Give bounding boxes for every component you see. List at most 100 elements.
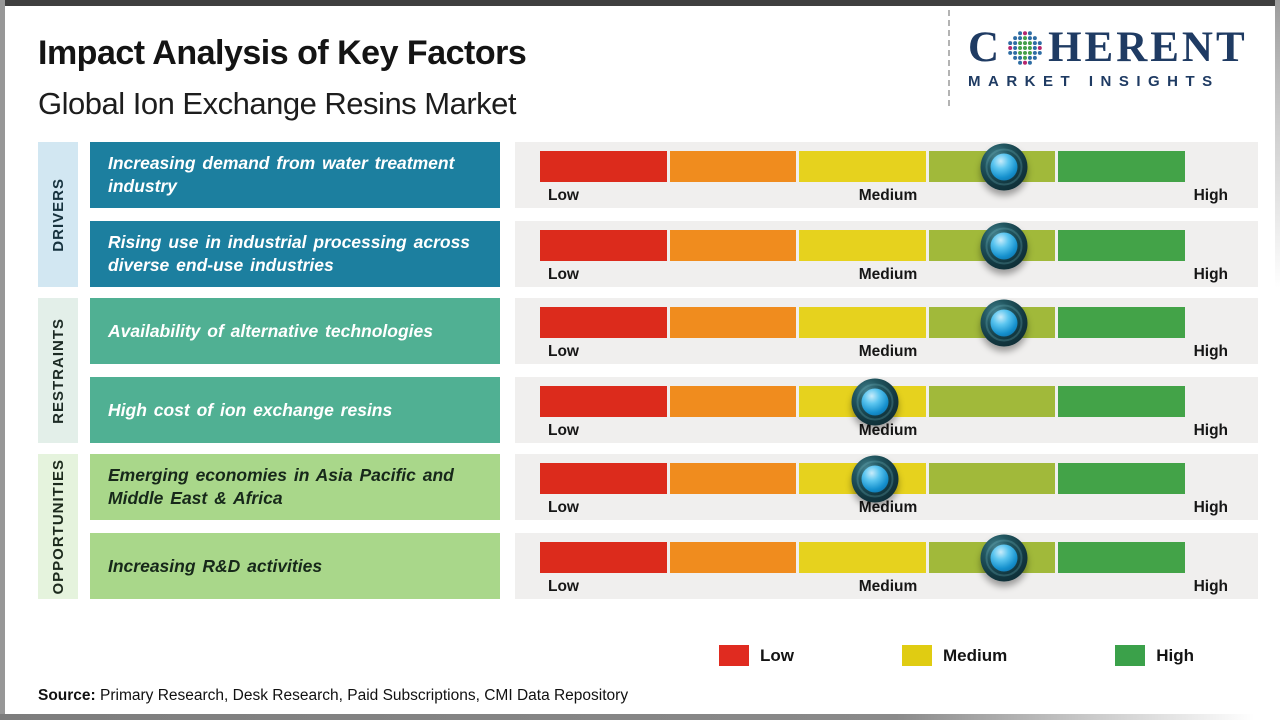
scale-label-medium: Medium: [858, 578, 918, 595]
gauge-segment-1: [540, 230, 667, 261]
globe-dots-icon: [1008, 30, 1042, 65]
gauge-segment-2: [669, 542, 797, 573]
gauge-segment-2: [669, 386, 797, 417]
legend-swatch-high: [1115, 645, 1146, 666]
scale-label-high: High: [1193, 422, 1229, 439]
impact-marker: [980, 299, 1028, 346]
gauge-scale-labels: Low Medium High: [548, 187, 1228, 205]
legend-label: High: [1156, 645, 1194, 665]
gauge-track: [540, 455, 1185, 502]
impact-marker: [851, 455, 899, 502]
scale-label-medium: Medium: [858, 266, 918, 283]
gauge-segment-3: [799, 542, 926, 573]
brand-logo-tagline: MARKET INSIGHTS: [968, 73, 1220, 90]
scale-label-medium: Medium: [858, 343, 918, 360]
scale-label-high: High: [1193, 499, 1229, 516]
gauge-segment-4: [928, 386, 1056, 417]
impact-gauge: Low Medium High: [515, 533, 1258, 599]
gauge-track: [540, 378, 1185, 425]
frame-top-edge: [0, 0, 1280, 6]
gauge-segment-1: [540, 386, 667, 417]
factor-row: Increasing R&D activities Low Medium High: [90, 533, 1258, 599]
scale-label-high: High: [1193, 187, 1229, 204]
gauge-scale-labels: Low Medium High: [548, 422, 1228, 440]
legend: Low Medium High: [718, 645, 1194, 666]
scale-label-low: Low: [548, 578, 579, 595]
scale-label-medium: Medium: [858, 422, 918, 439]
scale-label-low: Low: [548, 499, 579, 516]
factor-text-box: Rising use in industrial processing acro…: [90, 221, 500, 287]
gauge-segment-3: [799, 307, 926, 338]
scale-label-high: High: [1193, 266, 1229, 283]
scale-label-high: High: [1193, 343, 1229, 360]
impact-gauge: Low Medium High: [515, 298, 1258, 364]
factor-text-box: High cost of ion exchange resins: [90, 377, 500, 443]
group-label-text: RESTRAINTS: [49, 317, 67, 424]
gauge-segment-4: [928, 463, 1056, 494]
source-text: Primary Research, Desk Research, Paid Su…: [95, 687, 629, 704]
gauge-track: [540, 534, 1185, 581]
gauge-segment-2: [669, 307, 797, 338]
factor-row: High cost of ion exchange resins Low Mediu…: [90, 377, 1258, 443]
gauge-segment-3: [799, 151, 926, 182]
brand-logo-letter-c: C: [968, 24, 1003, 71]
group-rows-opportunities: Emerging economies in Asia Pacific and M…: [90, 454, 1258, 599]
impact-marker: [980, 143, 1028, 190]
source-note: Source: Primary Research, Desk Research,…: [38, 687, 628, 705]
gauge-segment-5: [1058, 230, 1185, 261]
legend-label: Low: [759, 645, 794, 665]
gauge-segment-1: [540, 463, 667, 494]
legend-swatch-medium: [901, 645, 932, 666]
group-drivers: DRIVERS Increasing demand from water trea…: [38, 142, 1258, 287]
brand-logo-wordmark: C HERENT: [968, 26, 1260, 69]
group-label-text: OPPORTUNITIES: [49, 458, 67, 595]
scale-label-medium: Medium: [858, 499, 918, 516]
factor-row: Rising use in industrial processing acro…: [90, 221, 1258, 287]
gauge-segment-2: [669, 151, 797, 182]
factor-text-box: Increasing demand from water treatment i…: [90, 142, 500, 208]
group-rows-drivers: Increasing demand from water treatment i…: [90, 142, 1258, 287]
gauge-segment-2: [669, 230, 797, 261]
scale-label-low: Low: [548, 422, 579, 439]
group-rows-restraints: Availability of alternative technologies…: [90, 298, 1258, 443]
group-label-opportunities: OPPORTUNITIES: [38, 454, 78, 599]
impact-gauge: Low Medium High: [515, 377, 1258, 443]
impact-gauge: Low Medium High: [515, 221, 1258, 287]
scale-label-medium: Medium: [858, 187, 918, 204]
factor-row: Increasing demand from water treatment i…: [90, 142, 1258, 208]
gauge-segment-2: [669, 463, 797, 494]
factor-row: Availability of alternative technologies…: [90, 298, 1258, 364]
factor-text-box: Emerging economies in Asia Pacific and M…: [90, 454, 500, 520]
gauge-segment-3: [799, 230, 926, 261]
gauge-track: [540, 143, 1185, 190]
page-title: Impact Analysis of Key Factors: [38, 34, 527, 72]
impact-marker: [980, 222, 1028, 269]
legend-item-low: Low: [718, 645, 794, 666]
gauge-scale-labels: Low Medium High: [548, 578, 1228, 596]
factor-row: Emerging economies in Asia Pacific and M…: [90, 454, 1258, 520]
gauge-segment-5: [1058, 151, 1185, 182]
impact-analysis-rows: DRIVERS Increasing demand from water trea…: [38, 142, 1258, 610]
factor-text-box: Increasing R&D activities: [90, 533, 500, 599]
frame-bottom-edge: [0, 714, 1280, 720]
frame-right-edge: [1275, 0, 1280, 720]
impact-gauge: Low Medium High: [515, 454, 1258, 520]
gauge-scale-labels: Low Medium High: [548, 343, 1228, 361]
legend-item-medium: Medium: [901, 645, 1008, 666]
group-opportunities: OPPORTUNITIES Emerging economies in Asia …: [38, 454, 1258, 599]
gauge-segment-1: [540, 151, 667, 182]
legend-label: Medium: [942, 645, 1008, 665]
gauge-track: [540, 299, 1185, 346]
group-label-restraints: RESTRAINTS: [38, 298, 78, 443]
group-restraints: RESTRAINTS Availability of alternative te…: [38, 298, 1258, 443]
gauge-scale-labels: Low Medium High: [548, 266, 1228, 284]
impact-marker: [980, 534, 1028, 581]
factor-text-box: Availability of alternative technologies: [90, 298, 500, 364]
scale-label-low: Low: [548, 343, 579, 360]
gauge-scale-labels: Low Medium High: [548, 499, 1228, 517]
legend-swatch-low: [718, 645, 749, 666]
brand-logo: C HERENT MARKET INSIGHTS: [948, 10, 1260, 106]
frame-left-edge: [0, 0, 5, 720]
brand-logo-rest: HERENT: [1048, 24, 1248, 71]
gauge-segment-5: [1058, 463, 1185, 494]
